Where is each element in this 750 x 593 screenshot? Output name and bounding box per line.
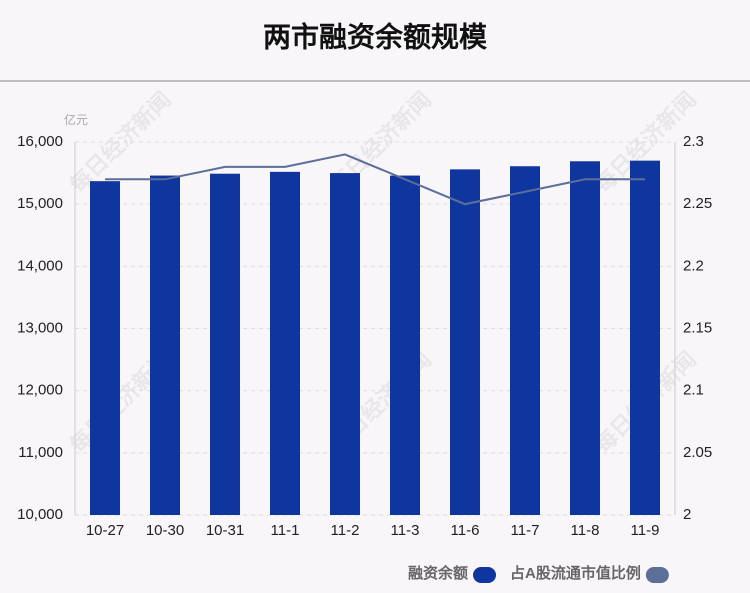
bar [630,160,660,515]
x-tick-label: 11-7 [511,522,540,539]
y2-tick-label: 2.1 [683,382,704,399]
legend-swatch[interactable] [473,567,497,583]
y2-tick-label: 2.15 [683,319,712,336]
y-tick-label: 11,000 [18,444,63,461]
y-tick-label: 14,000 [17,257,63,274]
y-tick-label: 15,000 [17,195,63,212]
y-tick-label: 13,000 [17,319,63,336]
legend-label[interactable]: 融资余额 [408,564,468,582]
bar [390,175,420,515]
bar [210,173,240,515]
bar [270,171,300,515]
bar [90,181,120,516]
legend-swatch[interactable] [645,567,669,583]
unit-label: 亿元 [64,112,88,127]
y-tick-label: 16,000 [17,133,63,150]
line [105,153,645,206]
bar [330,173,360,516]
x-tick-label: 11-2 [331,522,360,539]
y-tick-label: 10,000 [17,506,63,523]
bar [450,169,480,515]
x-tick-label: 10-27 [86,522,124,539]
bar [150,175,180,515]
legend-label[interactable]: 占A股流通市值比例 [510,564,641,582]
bar [510,166,540,515]
y2-tick-label: 2.2 [683,257,704,274]
y2-tick-label: 2.3 [683,133,704,150]
y2-tick-label: 2 [683,506,691,523]
bar [570,161,600,515]
x-tick-label: 11-8 [571,522,600,539]
y-tick-label: 12,000 [17,382,63,399]
x-tick-label: 10-30 [146,522,184,539]
x-tick-label: 11-6 [451,522,480,539]
x-tick-label: 11-3 [391,522,420,539]
x-tick-label: 11-1 [271,522,300,539]
y2-tick-label: 2.25 [683,195,712,212]
y2-tick-label: 2.05 [683,444,712,461]
x-tick-label: 11-9 [631,522,660,539]
x-tick-label: 10-31 [206,522,244,539]
chart-title: 两市融资余额规模 [263,20,488,52]
